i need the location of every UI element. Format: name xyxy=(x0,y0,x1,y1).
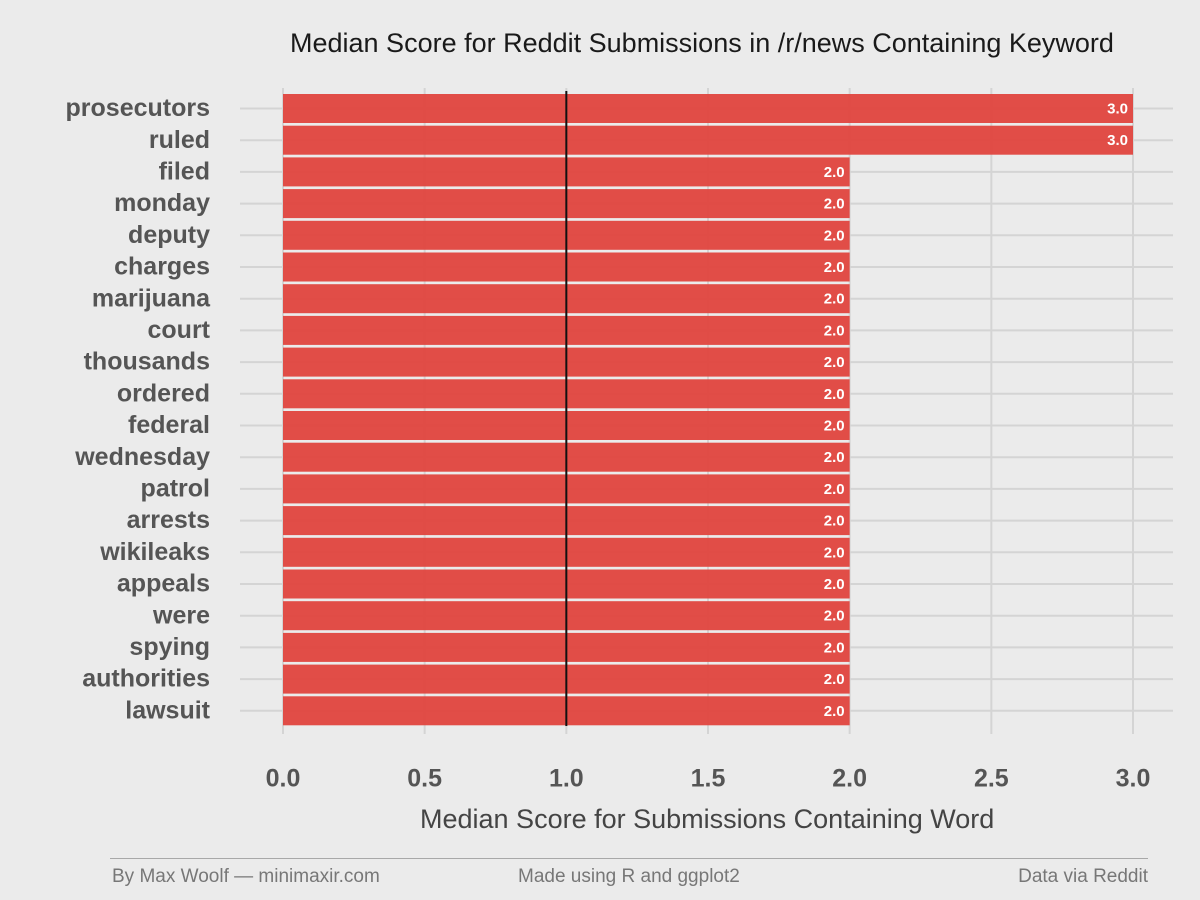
category-label: thousands xyxy=(84,348,210,376)
category-label: wikileaks xyxy=(99,538,210,566)
category-label: arrests xyxy=(127,506,210,534)
category-label: lawsuit xyxy=(125,696,210,724)
bar-value-label: 2.0 xyxy=(824,322,845,339)
x-tick-label: 0.5 xyxy=(407,765,442,793)
category-label: marijuana xyxy=(92,284,211,312)
bar-value-label: 2.0 xyxy=(824,544,845,561)
category-label: appeals xyxy=(117,570,210,598)
category-label: were xyxy=(152,601,210,629)
footer-author: By Max Woolf — minimaxir.com xyxy=(112,866,380,887)
x-tick-label: 1.0 xyxy=(549,765,584,793)
bar-value-label: 2.0 xyxy=(824,513,845,530)
x-tick-label: 0.0 xyxy=(266,765,301,793)
x-tick-label: 2.5 xyxy=(974,765,1009,793)
category-label: deputy xyxy=(128,221,210,249)
category-label: ordered xyxy=(117,379,210,407)
bar-value-label: 3.0 xyxy=(1107,100,1128,117)
chart-title: Median Score for Reddit Submissions in /… xyxy=(290,28,1114,58)
bar xyxy=(283,125,1133,155)
category-label: prosecutors xyxy=(66,94,210,122)
x-tick-label: 2.0 xyxy=(832,765,867,793)
x-axis-title: Median Score for Submissions Containing … xyxy=(420,804,995,834)
category-label: monday xyxy=(114,189,210,217)
bar-value-label: 2.0 xyxy=(824,449,845,466)
category-label: federal xyxy=(128,411,210,439)
bar-value-label: 2.0 xyxy=(824,639,845,656)
category-label: filed xyxy=(159,158,210,186)
x-axis-ticks: 0.0 0.5 1.0 1.5 2.0 2.5 3.0 xyxy=(266,765,1151,793)
bar-value-label: 2.0 xyxy=(824,608,845,625)
bar-value-label: 2.0 xyxy=(824,703,845,720)
category-label: wednesday xyxy=(74,443,210,471)
data-labels: 3.0 3.0 2.0 2.0 2.0 2.0 2.0 2.0 2.0 2.0 2.0 2.0 2.0 2… xyxy=(824,100,1128,719)
footer-divider xyxy=(110,858,1148,859)
bar-value-label: 2.0 xyxy=(824,196,845,213)
category-label: patrol xyxy=(141,475,210,503)
bar xyxy=(283,94,1133,123)
y-axis-labels: prosecutors ruled filed monday deputy charges… xyxy=(66,94,212,724)
x-tick-label: 1.5 xyxy=(691,765,726,793)
category-label: ruled xyxy=(149,126,210,154)
footer-source: Data via Reddit xyxy=(1018,866,1148,887)
category-label: spying xyxy=(129,633,210,661)
bar-value-label: 2.0 xyxy=(824,576,845,593)
x-tick-label: 3.0 xyxy=(1116,765,1151,793)
bar-value-label: 2.0 xyxy=(824,164,845,181)
bar-value-label: 2.0 xyxy=(824,671,845,688)
bar-value-label: 2.0 xyxy=(824,386,845,403)
bar-value-label: 2.0 xyxy=(824,259,845,276)
bar-value-label: 2.0 xyxy=(824,227,845,244)
bar-value-label: 2.0 xyxy=(824,417,845,434)
bar-value-label: 3.0 xyxy=(1107,132,1128,149)
category-label: court xyxy=(148,316,211,344)
category-label: charges xyxy=(114,253,210,281)
footer-tools: Made using R and ggplot2 xyxy=(518,866,740,887)
bar-value-label: 2.0 xyxy=(824,354,845,371)
category-label: authorities xyxy=(82,665,210,693)
bar-value-label: 2.0 xyxy=(824,481,845,498)
bar-value-label: 2.0 xyxy=(824,291,845,308)
